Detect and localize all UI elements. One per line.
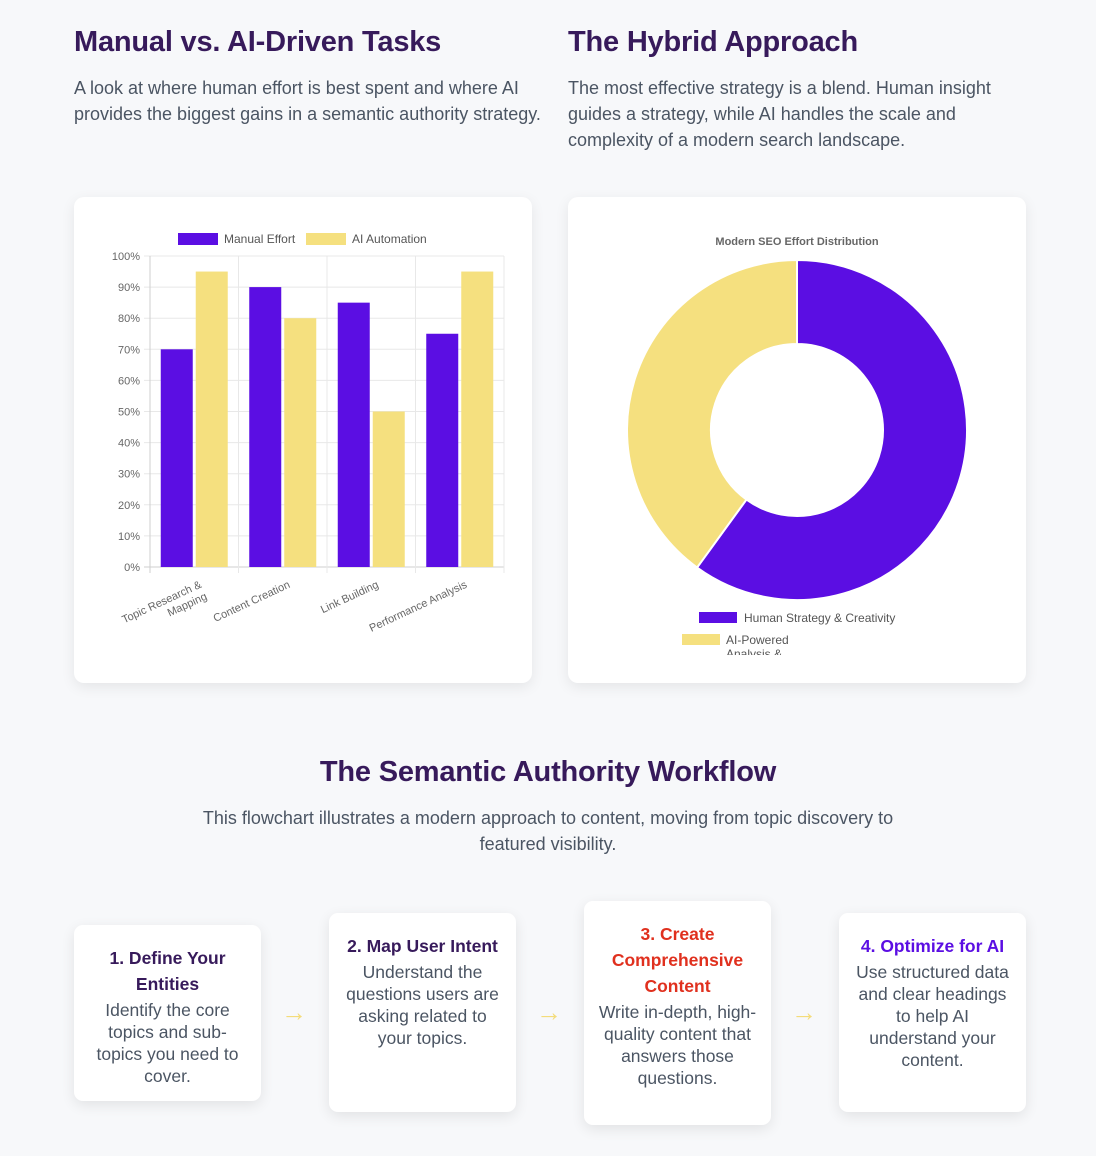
y-tick-label: 50% <box>118 407 140 419</box>
workflow-description: This flowchart illustrates a modern appr… <box>202 808 894 854</box>
y-tick-label: 10% <box>118 531 140 543</box>
legend-swatch <box>178 233 218 245</box>
workflow-step-description: Understand the questions users are askin… <box>346 962 499 1048</box>
y-tick-label: 40% <box>118 438 140 450</box>
legend-label: Manual Effort <box>224 232 296 246</box>
workflow-step-1: 1. Define Your Entities Identify the cor… <box>74 925 261 1101</box>
arrow-right-icon: → <box>281 997 307 1027</box>
y-tick-label: 90% <box>118 282 140 294</box>
legend-label: AI-Powered Analysis & <box>726 633 789 661</box>
workflow-step-description: Use structured data and clear headings t… <box>856 962 1009 1070</box>
workflow-step-4: 4. Optimize for AI Use structured data a… <box>839 913 1026 1112</box>
bar-section-title: Manual vs. AI-Driven Tasks <box>74 26 442 58</box>
legend-label: Human Strategy & Creativity <box>744 611 895 625</box>
bar-chart-card: 0% 10% 20% 30% 40% 50% 60% 70% 80% 90% 100% Topic R… <box>74 197 532 683</box>
workflow-step-title: 4. Optimize for AI <box>860 936 1005 956</box>
bar-chart: 0% 10% 20% 30% 40% 50% 60% 70% 80% 90% 100% Topic R… <box>112 232 505 638</box>
donut-chart: Modern SEO Effort Distribution Human Stra… <box>626 236 968 661</box>
arrow-right-icon: → <box>791 997 817 1027</box>
workflow-step-title: 1. Define Your Entities <box>109 948 226 994</box>
bar-section-description: A look at where human effort is best spe… <box>74 78 541 124</box>
donut-slice-1[interactable] <box>626 258 798 569</box>
bar-ai-3[interactable] <box>461 271 494 567</box>
y-tick-label: 0% <box>124 562 140 574</box>
workflow-step-title: 2. Map User Intent <box>347 936 498 956</box>
donut-chart-title: Modern SEO Effort Distribution <box>715 236 878 248</box>
arrow-right-icon: → <box>536 997 562 1027</box>
y-tick-label: 100% <box>112 251 140 263</box>
workflow-step-description: Write in-depth, high-quality content tha… <box>598 1002 757 1088</box>
bar-ai-2[interactable] <box>372 411 405 568</box>
y-tick-label: 20% <box>118 500 140 512</box>
x-tick-label: Content Creation <box>212 579 292 625</box>
pie-section-description: The most effective strategy is a blend. … <box>568 78 991 150</box>
x-tick-label: Performance Analysis <box>368 579 470 635</box>
bar-ai-1[interactable] <box>284 318 317 567</box>
workflow-step-title: 3. Create Comprehensive Content <box>611 924 744 996</box>
bar-manual-1[interactable] <box>249 287 282 567</box>
donut-slice-0[interactable] <box>695 258 968 601</box>
y-tick-label: 80% <box>118 313 140 325</box>
bar-manual-3[interactable] <box>426 333 459 567</box>
bar-ai-0[interactable] <box>195 271 228 567</box>
legend-label: AI Automation <box>352 232 427 246</box>
bar-manual-0[interactable] <box>160 349 193 567</box>
donut-legend: Human Strategy & Creativity AI-Powered Ana… <box>682 611 895 661</box>
x-tick-label: Topic Research &Mapping <box>120 579 209 638</box>
pie-section-title: The Hybrid Approach <box>568 26 858 58</box>
workflow-step-2: 2. Map User Intent Understand the questi… <box>329 913 516 1112</box>
legend-swatch <box>306 233 346 245</box>
y-tick-label: 70% <box>118 344 140 356</box>
donut-chart-card: Modern SEO Effort Distribution Human Stra… <box>568 197 1026 683</box>
workflow-title: The Semantic Authority Workflow <box>319 756 777 788</box>
y-tick-label: 30% <box>118 469 140 481</box>
y-tick-label: 60% <box>118 375 140 387</box>
bar-manual-2[interactable] <box>337 302 370 567</box>
legend-swatch <box>699 612 737 623</box>
x-tick-label: Link Building <box>319 579 381 616</box>
workflow-step-3: 3. Create Comprehensive Content Write in… <box>584 901 771 1125</box>
workflow-step-description: Identify the core topics and sub-topics … <box>96 1000 239 1086</box>
legend-swatch <box>682 634 720 645</box>
